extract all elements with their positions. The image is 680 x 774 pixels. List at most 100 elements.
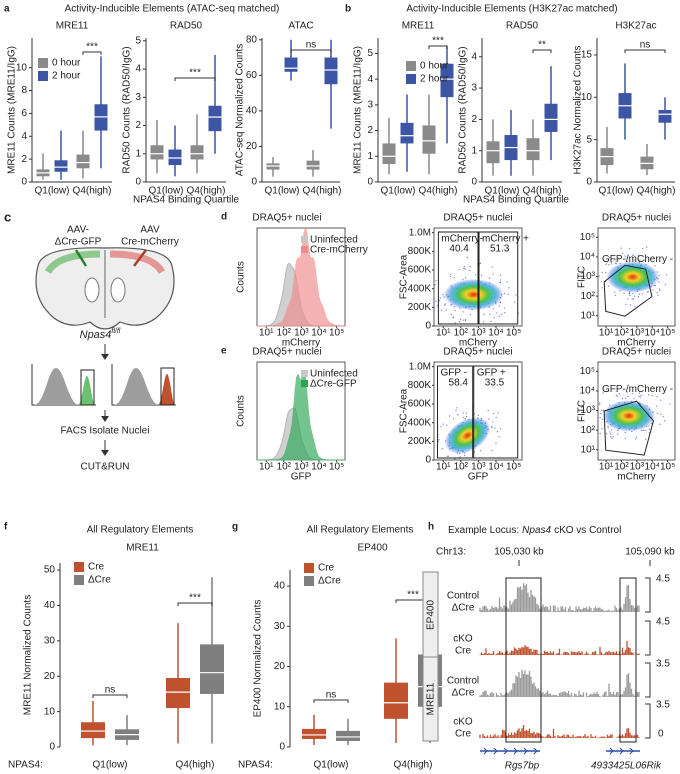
event-dot (641, 293, 644, 295)
legend-label: Cre (88, 562, 105, 573)
event-dot (640, 429, 643, 432)
event-dot (469, 266, 471, 268)
event-dot (642, 429, 644, 431)
event-dot (462, 278, 464, 281)
needle-right (133, 249, 147, 267)
event-dot (659, 289, 661, 292)
y-tick-label: 400K (408, 283, 432, 294)
event-dot (462, 412, 464, 414)
gene-label: Rgs7bp (505, 761, 540, 772)
box (284, 57, 298, 72)
x-tick-label: 10⁵ (660, 462, 675, 473)
event-dot (639, 259, 641, 262)
event-dot (454, 458, 456, 460)
y-tick-label: 10 (581, 92, 593, 103)
legend-swatch (301, 380, 308, 387)
event-dot (469, 313, 471, 316)
event-dot (647, 393, 650, 396)
x-tick-label: 10³ (294, 328, 309, 339)
y-tick-label: 50 (44, 565, 56, 576)
x-tick-label: 10⁵ (660, 328, 675, 339)
event-dot (662, 415, 664, 418)
event-dot (649, 257, 652, 260)
x-tick-label: Q4(high) (73, 186, 112, 197)
axis-title: MRE11 Counts (MRE11/IgG) (7, 46, 18, 174)
event-dot (664, 420, 666, 422)
event-dot (628, 257, 630, 259)
chart-title: RAD50 (170, 21, 203, 32)
panel-letter: h (428, 522, 434, 533)
event-dot (609, 431, 611, 433)
axis-title: FSC-Area (399, 388, 410, 433)
event-dot (462, 416, 465, 419)
gate-label: GFP + (477, 368, 506, 379)
event-dot (458, 320, 461, 323)
event-dot (615, 262, 618, 265)
box (336, 730, 360, 741)
axis-title: MRE11 Normalized Counts (23, 595, 34, 715)
gate (603, 400, 654, 456)
event-dot (435, 300, 437, 302)
event-dot (462, 319, 464, 322)
event-dot (507, 293, 510, 295)
event-dot (491, 450, 493, 452)
track-label: Cre (455, 646, 472, 657)
event-dot (607, 425, 609, 428)
event-dot (623, 292, 625, 295)
event-dot (459, 318, 462, 321)
event-dot (599, 412, 602, 415)
event-dot (494, 427, 496, 429)
event-dot (648, 428, 651, 430)
event-dot (444, 303, 447, 305)
y-tick-label: 60 (246, 70, 258, 81)
event-dot (450, 313, 452, 316)
panel-letter: b (345, 4, 351, 15)
event-dot (492, 308, 495, 310)
y-tick-label: 0 (279, 742, 285, 753)
event-dot (628, 247, 631, 250)
y-tick-label: 400K (408, 417, 432, 428)
track-scale (645, 662, 651, 698)
significance-bracket (82, 51, 102, 55)
box (486, 141, 500, 164)
y-tick-label: 0 (471, 177, 477, 188)
legend-swatch (304, 563, 314, 573)
y-tick-label: 10³ (581, 271, 596, 282)
gene: Npas4 (80, 329, 112, 341)
event-dot (599, 432, 601, 435)
step-label: FACS Isolate Nuclei (61, 426, 150, 437)
y-tick-label: 200K (408, 436, 432, 447)
event-dot (657, 294, 659, 296)
x-tick-label: Q1(low) (264, 186, 299, 197)
ventricle (84, 277, 100, 303)
event-dot (434, 283, 436, 286)
event-dot (492, 412, 495, 415)
panel-title: Activity-Inducible Elements (H3K27ac mat… (406, 4, 617, 15)
significance-bracket (177, 602, 213, 606)
x-tick-label: 10³ (630, 462, 645, 473)
virus-label: AAV (140, 225, 160, 236)
y-tick-label: 10 (16, 62, 28, 73)
x-tick-label: Q1(low) (313, 760, 348, 771)
x-tick-label: 10¹ (259, 328, 274, 339)
x-tick-label: 10³ (630, 328, 645, 339)
event-dot (627, 395, 629, 398)
event-dot (454, 309, 456, 312)
x-tick-label: 10² (454, 462, 469, 473)
event-dot (633, 259, 635, 261)
event-dot (495, 416, 497, 419)
x-axis-title: mCherry (617, 338, 655, 349)
event-dot (601, 271, 604, 274)
panel-letter: e (221, 346, 227, 357)
gate (478, 231, 519, 325)
gate-value: 51.3 (490, 244, 510, 255)
event-dot (632, 298, 635, 300)
locus-box (505, 577, 542, 743)
group-label: EP400 (426, 600, 437, 630)
panel-letter: c (4, 209, 11, 224)
y-tick-label: 0 (251, 177, 257, 188)
x-tick-label: Q4(high) (394, 760, 433, 771)
event-dot (500, 279, 502, 281)
box (384, 682, 408, 719)
